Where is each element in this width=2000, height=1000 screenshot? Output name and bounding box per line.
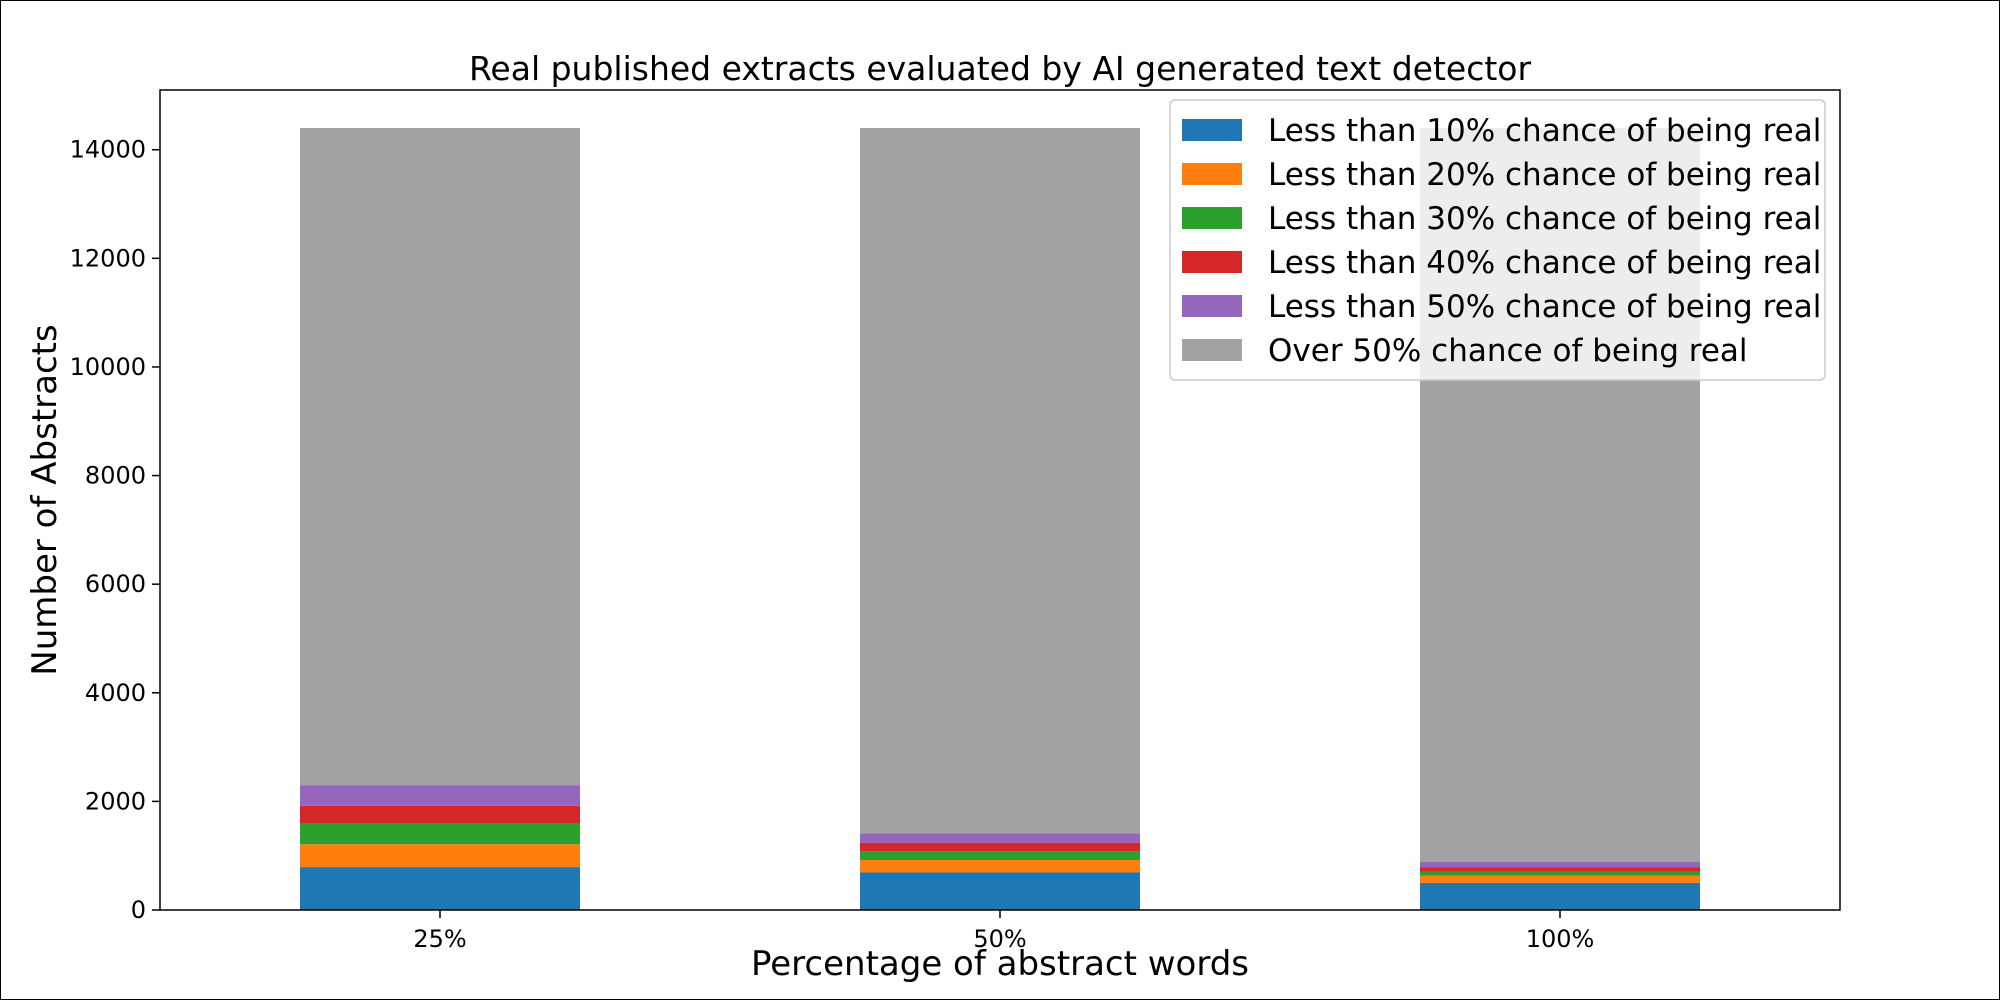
bar-segment-100pct-series-1 bbox=[1420, 882, 1700, 910]
bar-segment-25pct-series-3 bbox=[300, 823, 580, 845]
bar-segment-25pct-series-6 bbox=[300, 128, 580, 786]
legend-swatch bbox=[1182, 251, 1242, 273]
legend: Less than 10% chance of being real Less t… bbox=[1169, 99, 1826, 381]
legend-label: Less than 40% chance of being real bbox=[1268, 245, 1821, 281]
y-tick-label: 12000 bbox=[70, 244, 146, 272]
bar-segment-100pct-series-3 bbox=[1420, 871, 1700, 876]
bar-segment-50pct-series-1 bbox=[860, 872, 1140, 910]
legend-swatch bbox=[1182, 339, 1242, 361]
bar-segment-25pct-series-4 bbox=[300, 805, 580, 824]
y-axis-ticks: 0 2000 4000 6000 8000 10000 12000 14000 bbox=[70, 136, 160, 924]
bar-segment-50pct-series-2 bbox=[860, 860, 1140, 873]
y-tick-label: 14000 bbox=[70, 136, 146, 164]
bar-segment-100pct-series-2 bbox=[1420, 875, 1700, 883]
x-tick-label: 50% bbox=[973, 925, 1026, 953]
legend-label: Over 50% chance of being real bbox=[1268, 333, 1748, 369]
bar-segment-25pct-series-2 bbox=[300, 844, 580, 868]
legend-swatch bbox=[1182, 119, 1242, 141]
legend-box bbox=[1169, 99, 1826, 381]
legend-swatch bbox=[1182, 163, 1242, 185]
y-tick-label: 4000 bbox=[85, 679, 146, 707]
y-tick-label: 6000 bbox=[85, 570, 146, 598]
bar-segment-25pct-series-1 bbox=[300, 867, 580, 910]
legend-swatch bbox=[1182, 207, 1242, 229]
x-tick-label: 100% bbox=[1526, 925, 1595, 953]
y-tick-label: 8000 bbox=[85, 462, 146, 490]
legend-label: Less than 10% chance of being real bbox=[1268, 113, 1821, 149]
y-tick-label: 0 bbox=[131, 896, 146, 924]
bar-segment-100pct-series-5 bbox=[1420, 861, 1700, 868]
legend-swatch bbox=[1182, 295, 1242, 317]
x-tick-label: 25% bbox=[413, 925, 466, 953]
bar-segment-25pct-series-5 bbox=[300, 785, 580, 806]
bar-segment-50pct-series-4 bbox=[860, 842, 1140, 852]
y-tick-label: 10000 bbox=[70, 353, 146, 381]
bar-segment-50pct-series-5 bbox=[860, 833, 1140, 843]
y-axis-label: Number of Abstracts bbox=[25, 324, 65, 675]
y-tick-label: 2000 bbox=[85, 787, 146, 815]
x-axis-ticks: 25% 50% 100% bbox=[413, 910, 1594, 953]
bar-segment-50pct-series-3 bbox=[860, 851, 1140, 861]
chart-title: Real published extracts evaluated by AI … bbox=[469, 49, 1531, 88]
bar-segment-50pct-series-6 bbox=[860, 128, 1140, 834]
x-axis-label: Percentage of abstract words bbox=[751, 944, 1249, 984]
legend-label: Less than 30% chance of being real bbox=[1268, 201, 1821, 237]
legend-label: Less than 50% chance of being real bbox=[1268, 289, 1821, 325]
legend-label: Less than 20% chance of being real bbox=[1268, 157, 1821, 193]
bar-segment-100pct-series-4 bbox=[1420, 867, 1700, 872]
